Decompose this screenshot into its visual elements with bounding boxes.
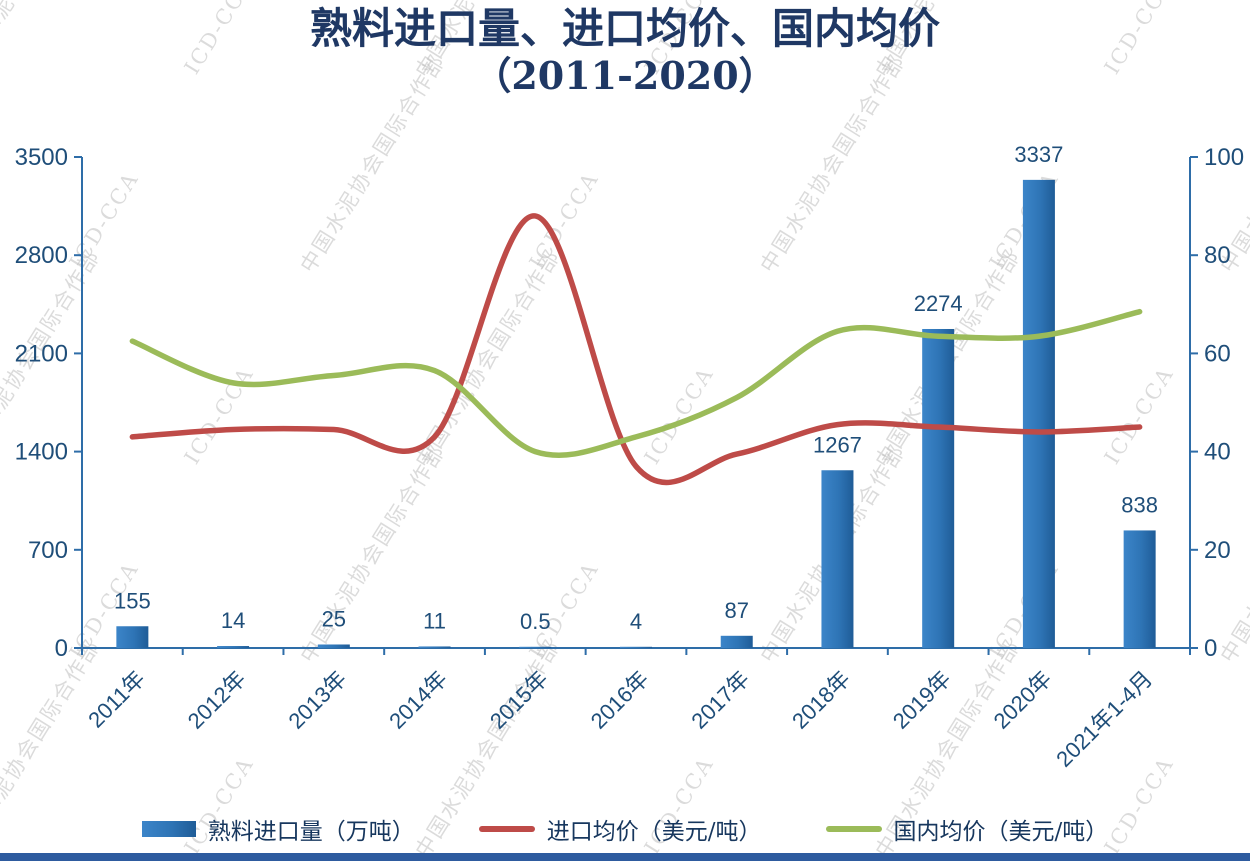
right-axis-tick-label: 60 [1204,340,1231,367]
bar-2021年1-4月 [1123,530,1156,648]
x-category-label: 2016年 [586,666,654,734]
bar-2020年 [1022,179,1055,648]
right-axis-tick-label: 0 [1204,635,1217,662]
legend-label-clinker-imports: 熟料进口量（万吨） [207,819,415,845]
bar-2015年 [519,646,552,648]
x-category-label: 2021年1-4月 [1051,666,1157,772]
legend-item-domestic-price: 国内均价（美元/吨） [825,812,1109,846]
bar-data-label: 2274 [914,291,963,316]
bar-series [116,179,1156,648]
left-axis-tick-label: 0 [55,635,68,662]
bar-data-label: 155 [114,588,151,613]
bar-2016年 [620,646,652,648]
x-category-label: 2020年 [989,666,1057,734]
chart-title: 熟料进口量、进口均价、国内均价 （2011-2020） [0,4,1250,98]
right-axis-tick-label: 80 [1204,242,1231,269]
legend-item-import-price: 进口均价（美元/吨） [478,812,762,846]
right-axis-tick-label: 20 [1204,537,1231,564]
x-category-label: 2015年 [485,666,553,734]
chart-title-line1: 熟料进口量、进口均价、国内均价 [309,4,940,53]
x-category-label: 2014年 [384,666,452,734]
bar-2018年 [821,470,854,648]
bar-2019年 [922,328,955,648]
chart-title-line2: （2011-2020） [473,53,777,99]
domestic-price-line-swatch-icon [825,826,882,832]
legend-label-domestic-price: 国内均价（美元/吨） [893,819,1109,845]
bar-series-swatch-icon [141,821,196,837]
x-category-label: 2013年 [284,666,352,734]
bar-2017年 [720,635,753,648]
bar-data-label: 14 [221,608,245,633]
legend-item-clinker-imports: 熟料进口量（万吨） [141,812,415,846]
left-axis-tick-label: 2800 [15,242,68,269]
legend-label-import-price: 进口均价（美元/吨） [546,819,762,845]
line-series-domestic-price [129,308,1143,458]
right-axis-tick-label: 100 [1204,144,1244,171]
bar-data-label: 87 [724,598,748,623]
x-category-label: 2019年 [888,666,956,734]
x-category-label: 2018年 [787,666,855,734]
bar-2014年 [418,646,451,648]
left-axis-tick-label: 3500 [15,144,68,171]
left-axis-tick-label: 2100 [15,340,68,367]
bar-data-label: 11 [423,608,446,633]
bar-2011年 [116,626,149,648]
x-category-label: 2012年 [183,666,251,734]
left-axis-tick-label: 700 [28,537,68,564]
line-series-import-price [129,213,1143,486]
bar-data-label: 3337 [1014,142,1063,167]
bar-data-label: 4 [630,609,642,634]
bar-data-label: 838 [1121,492,1158,517]
x-category-label: 2011年 [83,666,150,733]
x-category-label: 2017年 [686,666,754,734]
bottom-strip [0,853,1250,861]
right-axis-tick-label: 40 [1204,439,1231,466]
bar-2012年 [217,646,250,648]
import-price-line-swatch-icon [478,826,535,832]
bar-data-label: 0.5 [520,609,551,634]
bar-data-label: 25 [322,606,346,631]
bar-data-label: 1267 [813,432,862,457]
bar-2013年 [317,644,350,648]
chart-legend: 熟料进口量（万吨） 进口均价（美元/吨） 国内均价（美元/吨） [0,812,1250,846]
left-axis-tick-label: 1400 [15,439,68,466]
